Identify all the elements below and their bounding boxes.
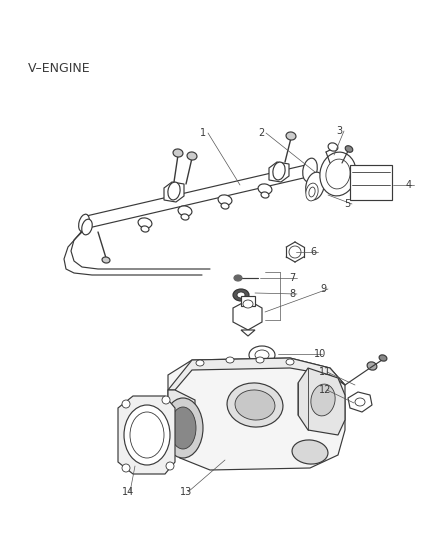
- Polygon shape: [241, 330, 255, 336]
- Ellipse shape: [221, 203, 229, 209]
- Ellipse shape: [170, 407, 196, 449]
- Text: 10: 10: [314, 349, 326, 359]
- Ellipse shape: [227, 383, 283, 427]
- Ellipse shape: [286, 132, 296, 140]
- Ellipse shape: [255, 350, 269, 360]
- Ellipse shape: [187, 152, 197, 160]
- Ellipse shape: [141, 226, 149, 232]
- Ellipse shape: [286, 359, 294, 365]
- Ellipse shape: [258, 184, 272, 194]
- Text: 12: 12: [319, 385, 332, 395]
- Ellipse shape: [122, 464, 130, 472]
- Polygon shape: [348, 392, 372, 412]
- Ellipse shape: [303, 158, 317, 182]
- Polygon shape: [118, 396, 175, 474]
- Ellipse shape: [292, 440, 328, 464]
- Ellipse shape: [273, 162, 285, 180]
- Text: 13: 13: [180, 487, 192, 497]
- Ellipse shape: [181, 214, 189, 220]
- Ellipse shape: [233, 289, 249, 301]
- Bar: [241, 296, 255, 306]
- Ellipse shape: [355, 398, 365, 406]
- Ellipse shape: [306, 183, 318, 201]
- Ellipse shape: [196, 360, 204, 366]
- Ellipse shape: [178, 206, 192, 216]
- Bar: [350, 165, 392, 200]
- Polygon shape: [164, 182, 184, 202]
- Ellipse shape: [79, 214, 89, 232]
- Ellipse shape: [122, 400, 130, 408]
- Ellipse shape: [235, 390, 275, 420]
- Ellipse shape: [82, 219, 92, 235]
- Polygon shape: [269, 162, 289, 182]
- Ellipse shape: [367, 362, 377, 370]
- Text: 8: 8: [289, 289, 295, 299]
- Ellipse shape: [226, 357, 234, 363]
- Polygon shape: [233, 300, 262, 330]
- Text: 9: 9: [320, 284, 326, 294]
- Ellipse shape: [345, 146, 353, 152]
- Ellipse shape: [138, 218, 152, 228]
- Ellipse shape: [328, 143, 338, 151]
- Ellipse shape: [306, 172, 324, 200]
- Ellipse shape: [168, 182, 180, 200]
- Polygon shape: [298, 368, 345, 435]
- Ellipse shape: [130, 412, 164, 458]
- Ellipse shape: [289, 246, 301, 258]
- Text: 3: 3: [336, 126, 342, 136]
- Ellipse shape: [256, 357, 264, 363]
- Ellipse shape: [379, 355, 387, 361]
- Polygon shape: [168, 390, 195, 458]
- Ellipse shape: [173, 149, 183, 157]
- Text: 1: 1: [200, 128, 206, 138]
- Ellipse shape: [218, 195, 232, 205]
- Ellipse shape: [166, 462, 174, 470]
- Text: 4: 4: [406, 180, 412, 190]
- Text: 14: 14: [122, 487, 134, 497]
- Ellipse shape: [261, 192, 269, 198]
- Text: 5: 5: [344, 199, 350, 209]
- Ellipse shape: [234, 275, 242, 281]
- Ellipse shape: [237, 292, 245, 298]
- Ellipse shape: [309, 187, 315, 197]
- Ellipse shape: [326, 159, 350, 189]
- Ellipse shape: [311, 384, 335, 416]
- Text: V–ENGINE: V–ENGINE: [28, 62, 91, 75]
- Ellipse shape: [124, 405, 170, 465]
- Ellipse shape: [320, 152, 356, 196]
- Text: 11: 11: [319, 367, 331, 377]
- Polygon shape: [168, 358, 345, 470]
- Text: 7: 7: [289, 273, 295, 283]
- Text: 2: 2: [258, 128, 264, 138]
- Polygon shape: [168, 358, 345, 390]
- Ellipse shape: [249, 346, 275, 364]
- Ellipse shape: [162, 396, 170, 404]
- Ellipse shape: [163, 398, 203, 458]
- Text: 6: 6: [310, 247, 316, 257]
- Ellipse shape: [102, 257, 110, 263]
- Ellipse shape: [243, 300, 253, 308]
